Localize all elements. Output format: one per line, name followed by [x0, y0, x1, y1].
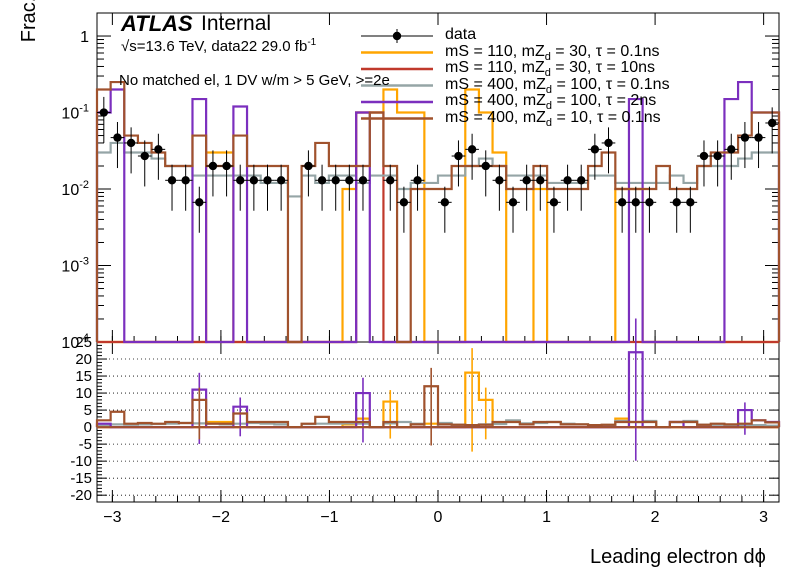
data-point [358, 176, 368, 185]
xtick-label: 1 [542, 509, 551, 526]
data-point [604, 138, 613, 148]
data-point [154, 145, 163, 154]
data-point [713, 151, 722, 161]
xtick-label: 2 [651, 509, 660, 526]
data-point [727, 145, 736, 154]
data-point [399, 198, 409, 207]
data-point [222, 161, 231, 171]
data-point [699, 151, 709, 161]
ratio-ytick-label: -10 [70, 453, 92, 470]
data-point [195, 198, 204, 207]
lumi-superscript: -1 [307, 37, 317, 48]
ratio-ytick-label: 5 [84, 402, 92, 419]
atlas-label: ATLAS [121, 11, 193, 36]
data-point [767, 118, 777, 128]
ratio-ytick-label: 0 [84, 419, 92, 436]
data-point [481, 161, 490, 171]
data-point [590, 145, 600, 154]
data-point [113, 133, 122, 142]
data-point [181, 176, 190, 185]
ratio-ytick-label: -20 [70, 487, 92, 504]
data-point [249, 176, 259, 185]
xtick-label: −2 [212, 509, 230, 526]
legend-entry-2: mS = 110, mZd = 30, τ = 10ns [445, 59, 656, 80]
y-axis-title: Frac. Events [18, 0, 41, 70]
data-point [276, 176, 286, 185]
ratio-ytick-label: -5 [79, 436, 92, 453]
top-ytick-label: 10-4 [61, 332, 89, 352]
data-point [126, 138, 136, 148]
energy-text: √s=13.6 TeV, data22 29.0 fb [121, 38, 308, 55]
internal-label: Internal [201, 12, 272, 35]
data-point [167, 176, 177, 185]
ratio-series-4-step [95, 385, 781, 429]
ratio-ytick-label: -15 [70, 470, 92, 487]
ratio-ytick-label: 15 [75, 368, 92, 385]
data-point [563, 176, 572, 185]
top-series-3-step [95, 141, 781, 342]
data-point [536, 176, 545, 185]
data-point [263, 176, 272, 185]
data-point [467, 145, 477, 154]
legend-entry-3: mS = 400, mZd = 100, τ = 0.1ns [445, 75, 670, 96]
energy-lumi-label: √s=13.6 TeV, data22 29.0 fb-1 [121, 37, 316, 55]
xtick-label: −1 [320, 509, 338, 526]
data-point [345, 176, 354, 185]
legend-entry-4: mS = 400, mZd = 100, τ = 2ns [445, 92, 657, 113]
data-point [317, 176, 327, 185]
xtick-label: 3 [759, 509, 768, 526]
xtick-label: −3 [103, 509, 121, 526]
data-point [645, 198, 654, 207]
data-point [140, 151, 149, 161]
ratio-ytick-label: 25 [75, 334, 92, 351]
legend-entry-1: mS = 110, mZd = 30, τ = 0.1ns [445, 42, 660, 63]
data-point [577, 176, 586, 185]
ratio-ytick-label: 20 [75, 351, 92, 368]
data-point [413, 176, 422, 185]
legend-entry-5: mS = 400, mZd = 10, τ = 0.1ns [445, 108, 661, 129]
top-ytick-label: 10-2 [61, 179, 89, 199]
data-point [508, 198, 518, 207]
data-point [754, 133, 763, 142]
top-ytick-label: 10-3 [61, 256, 89, 276]
data-point [522, 176, 531, 185]
data-point [304, 161, 313, 171]
x-axis-title: Leading electron dϕ [590, 546, 766, 568]
ratio-ytick-label: 10 [75, 385, 92, 402]
top-ytick-label: 10-1 [61, 103, 89, 123]
data-point [454, 151, 463, 161]
top-ytick-label: 1 [80, 29, 89, 46]
data-point [208, 161, 218, 171]
data-point [686, 198, 695, 207]
xtick-label: 0 [434, 509, 443, 526]
data-point [549, 198, 559, 207]
data-point [236, 176, 245, 185]
data-point [495, 176, 504, 185]
legend-entry-0: data [445, 26, 477, 43]
legend-data-marker [392, 31, 402, 41]
data-point [331, 176, 340, 185]
data-point [617, 198, 627, 207]
data-point [672, 198, 681, 207]
data-point [440, 198, 450, 207]
data-point [386, 176, 395, 185]
data-point [631, 198, 640, 207]
selection-label: No matched el, 1 DV w/m > 5 GeV, >=2e [119, 72, 390, 89]
data-point [740, 133, 750, 142]
top-series-5-step [95, 80, 781, 344]
data-point [99, 108, 109, 117]
